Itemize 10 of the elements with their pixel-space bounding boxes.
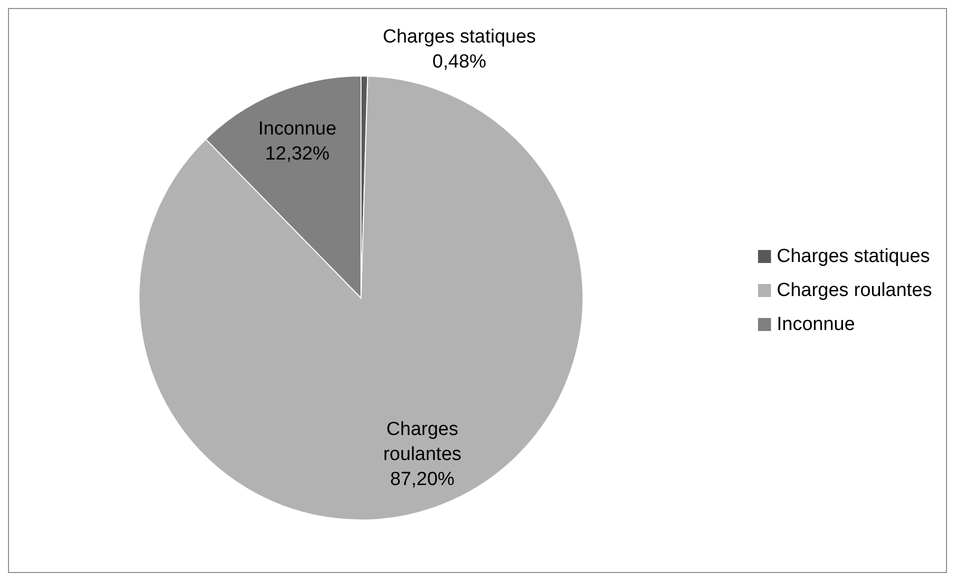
pie-slice xyxy=(138,76,584,520)
slice-label: Inconnue xyxy=(258,118,336,140)
data-label: 87,20% xyxy=(390,469,455,490)
data-label: 0,48% xyxy=(432,52,486,73)
legend-label: Inconnue xyxy=(776,312,855,336)
slice-label: Charges statiques xyxy=(382,26,536,48)
slice-label: Charges roulantes xyxy=(383,419,462,466)
legend-label: Charges statiques xyxy=(776,244,930,268)
legend-label: Charges roulantes xyxy=(776,278,932,302)
data-label: 12,32% xyxy=(265,143,330,164)
